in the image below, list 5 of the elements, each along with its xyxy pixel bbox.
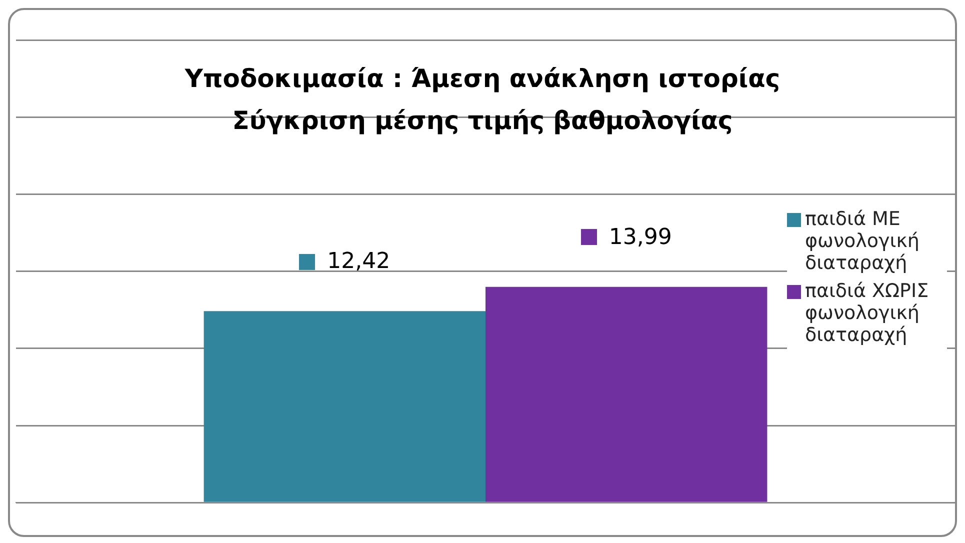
data-label: 12,42: [327, 249, 390, 274]
legend-label: παιδιά ΜΕ φωνολογική διαταραχή: [805, 208, 920, 274]
text: Υποδοκιμασία : Άμεση ανάκληση ιστορίας Σύγκριση μέσης τιμής βαθμολογίας: [184, 63, 782, 137]
legend-label: παιδιά ΧΩΡΙΣ φωνολογική διαταραχή: [805, 280, 930, 346]
data-label: 13,99: [608, 224, 672, 250]
